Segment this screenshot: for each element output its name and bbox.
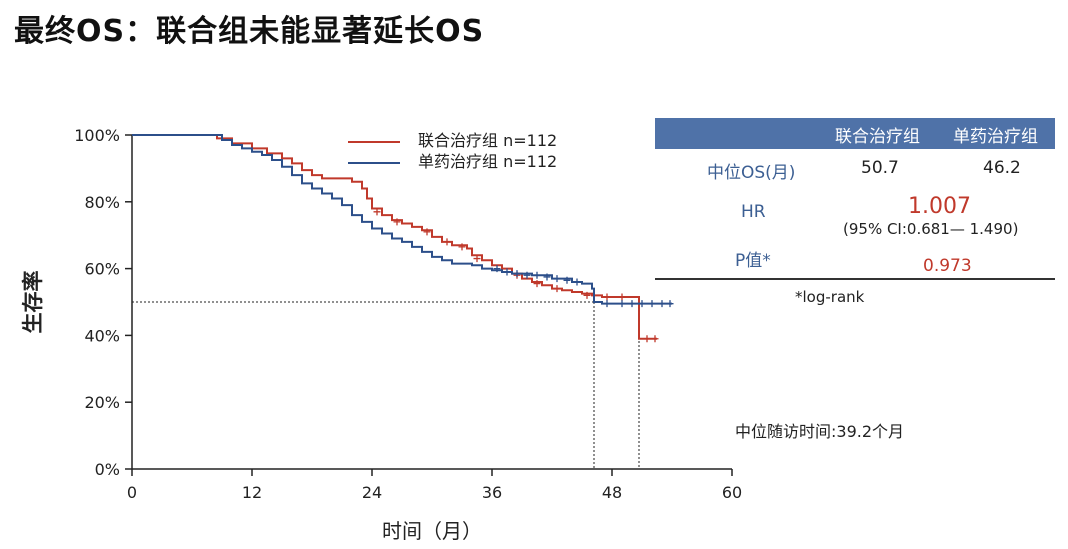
censor-mark-mono: [523, 271, 531, 279]
y-tick-label: 20%: [84, 393, 120, 412]
p-value-label: P值*: [735, 251, 771, 271]
median-os-combo: 50.7: [861, 158, 899, 178]
y-axis-label: 生存率: [21, 271, 45, 334]
censor-mark-combo: [603, 293, 611, 301]
censor-mark-mono: [618, 300, 626, 308]
censor-mark-mono: [603, 300, 611, 308]
legend-swatch-mono: [348, 161, 400, 164]
median-os-mono: 46.2: [983, 158, 1021, 178]
table-divider: [655, 278, 1055, 280]
censor-mark-mono: [563, 276, 571, 284]
censor-mark-combo: [553, 285, 561, 293]
censor-mark-combo: [651, 335, 659, 343]
x-tick-label: 0: [127, 483, 137, 502]
legend-label-mono: 单药治疗组 n=112: [418, 152, 558, 171]
y-tick-label: 100%: [74, 126, 120, 145]
censor-mark-mono: [543, 273, 551, 281]
censor-mark-combo: [583, 291, 591, 299]
footnote: *log-rank: [795, 288, 865, 306]
censor-mark-mono: [493, 265, 501, 273]
summary-table: 联合治疗组 单药治疗组 中位OS(月) 50.7 46.2 HR 1.007 (…: [655, 118, 1055, 306]
legend-item-combo: 联合治疗组 n=112: [348, 127, 557, 151]
censor-mark-mono: [573, 278, 581, 286]
censor-mark-mono: [638, 300, 646, 308]
censor-mark-combo: [443, 238, 451, 246]
x-tick-label: 24: [362, 483, 382, 502]
x-tick-label: 36: [482, 483, 502, 502]
censor-mark-combo: [473, 255, 481, 263]
median-os-label: 中位OS(月): [707, 163, 796, 183]
y-tick-label: 80%: [84, 193, 120, 212]
censor-mark-combo: [423, 228, 431, 236]
survival-curve-mono: [132, 134, 672, 305]
x-tick-label: 60: [722, 483, 742, 502]
legend-swatch-combo: [348, 140, 400, 143]
y-tick-label: 60%: [84, 260, 120, 279]
legend-item-mono: 单药治疗组 n=112: [348, 148, 557, 172]
censor-mark-combo: [373, 208, 381, 216]
hr-label: HR: [741, 202, 766, 222]
censor-mark-combo: [533, 280, 541, 288]
censor-mark-combo: [393, 218, 401, 226]
y-tick-label: 0%: [95, 460, 120, 479]
censor-mark-mono: [503, 268, 511, 276]
censor-mark-combo: [618, 293, 626, 301]
followup-text: 中位随访时间:39.2个月: [735, 422, 905, 441]
x-tick-label: 48: [602, 483, 622, 502]
table-header-mono: 单药治疗组: [953, 127, 1038, 147]
y-tick-label: 40%: [84, 326, 120, 345]
page-title: 最终OS：联合组未能显著延长OS: [14, 14, 485, 49]
censor-mark-mono: [658, 300, 666, 308]
table-header-combo: 联合治疗组: [835, 127, 920, 147]
censor-mark-mono: [666, 300, 674, 308]
censor-mark-mono: [533, 271, 541, 279]
hr-ci: (95% CI:0.681— 1.490): [843, 220, 1019, 238]
censor-mark-mono: [553, 275, 561, 283]
censor-mark-combo: [643, 335, 651, 343]
hr-value: 1.007: [908, 194, 971, 219]
censor-mark-mono: [513, 270, 521, 278]
censor-mark-mono: [628, 300, 636, 308]
x-tick-label: 12: [242, 483, 262, 502]
legend-label-combo: 联合治疗组 n=112: [418, 131, 558, 150]
censor-mark-combo: [458, 243, 466, 251]
table-header: 联合治疗组 单药治疗组: [655, 118, 1055, 149]
p-value: 0.973: [923, 256, 972, 276]
censor-mark-mono: [648, 300, 656, 308]
x-axis-label: 时间（月）: [382, 519, 482, 543]
